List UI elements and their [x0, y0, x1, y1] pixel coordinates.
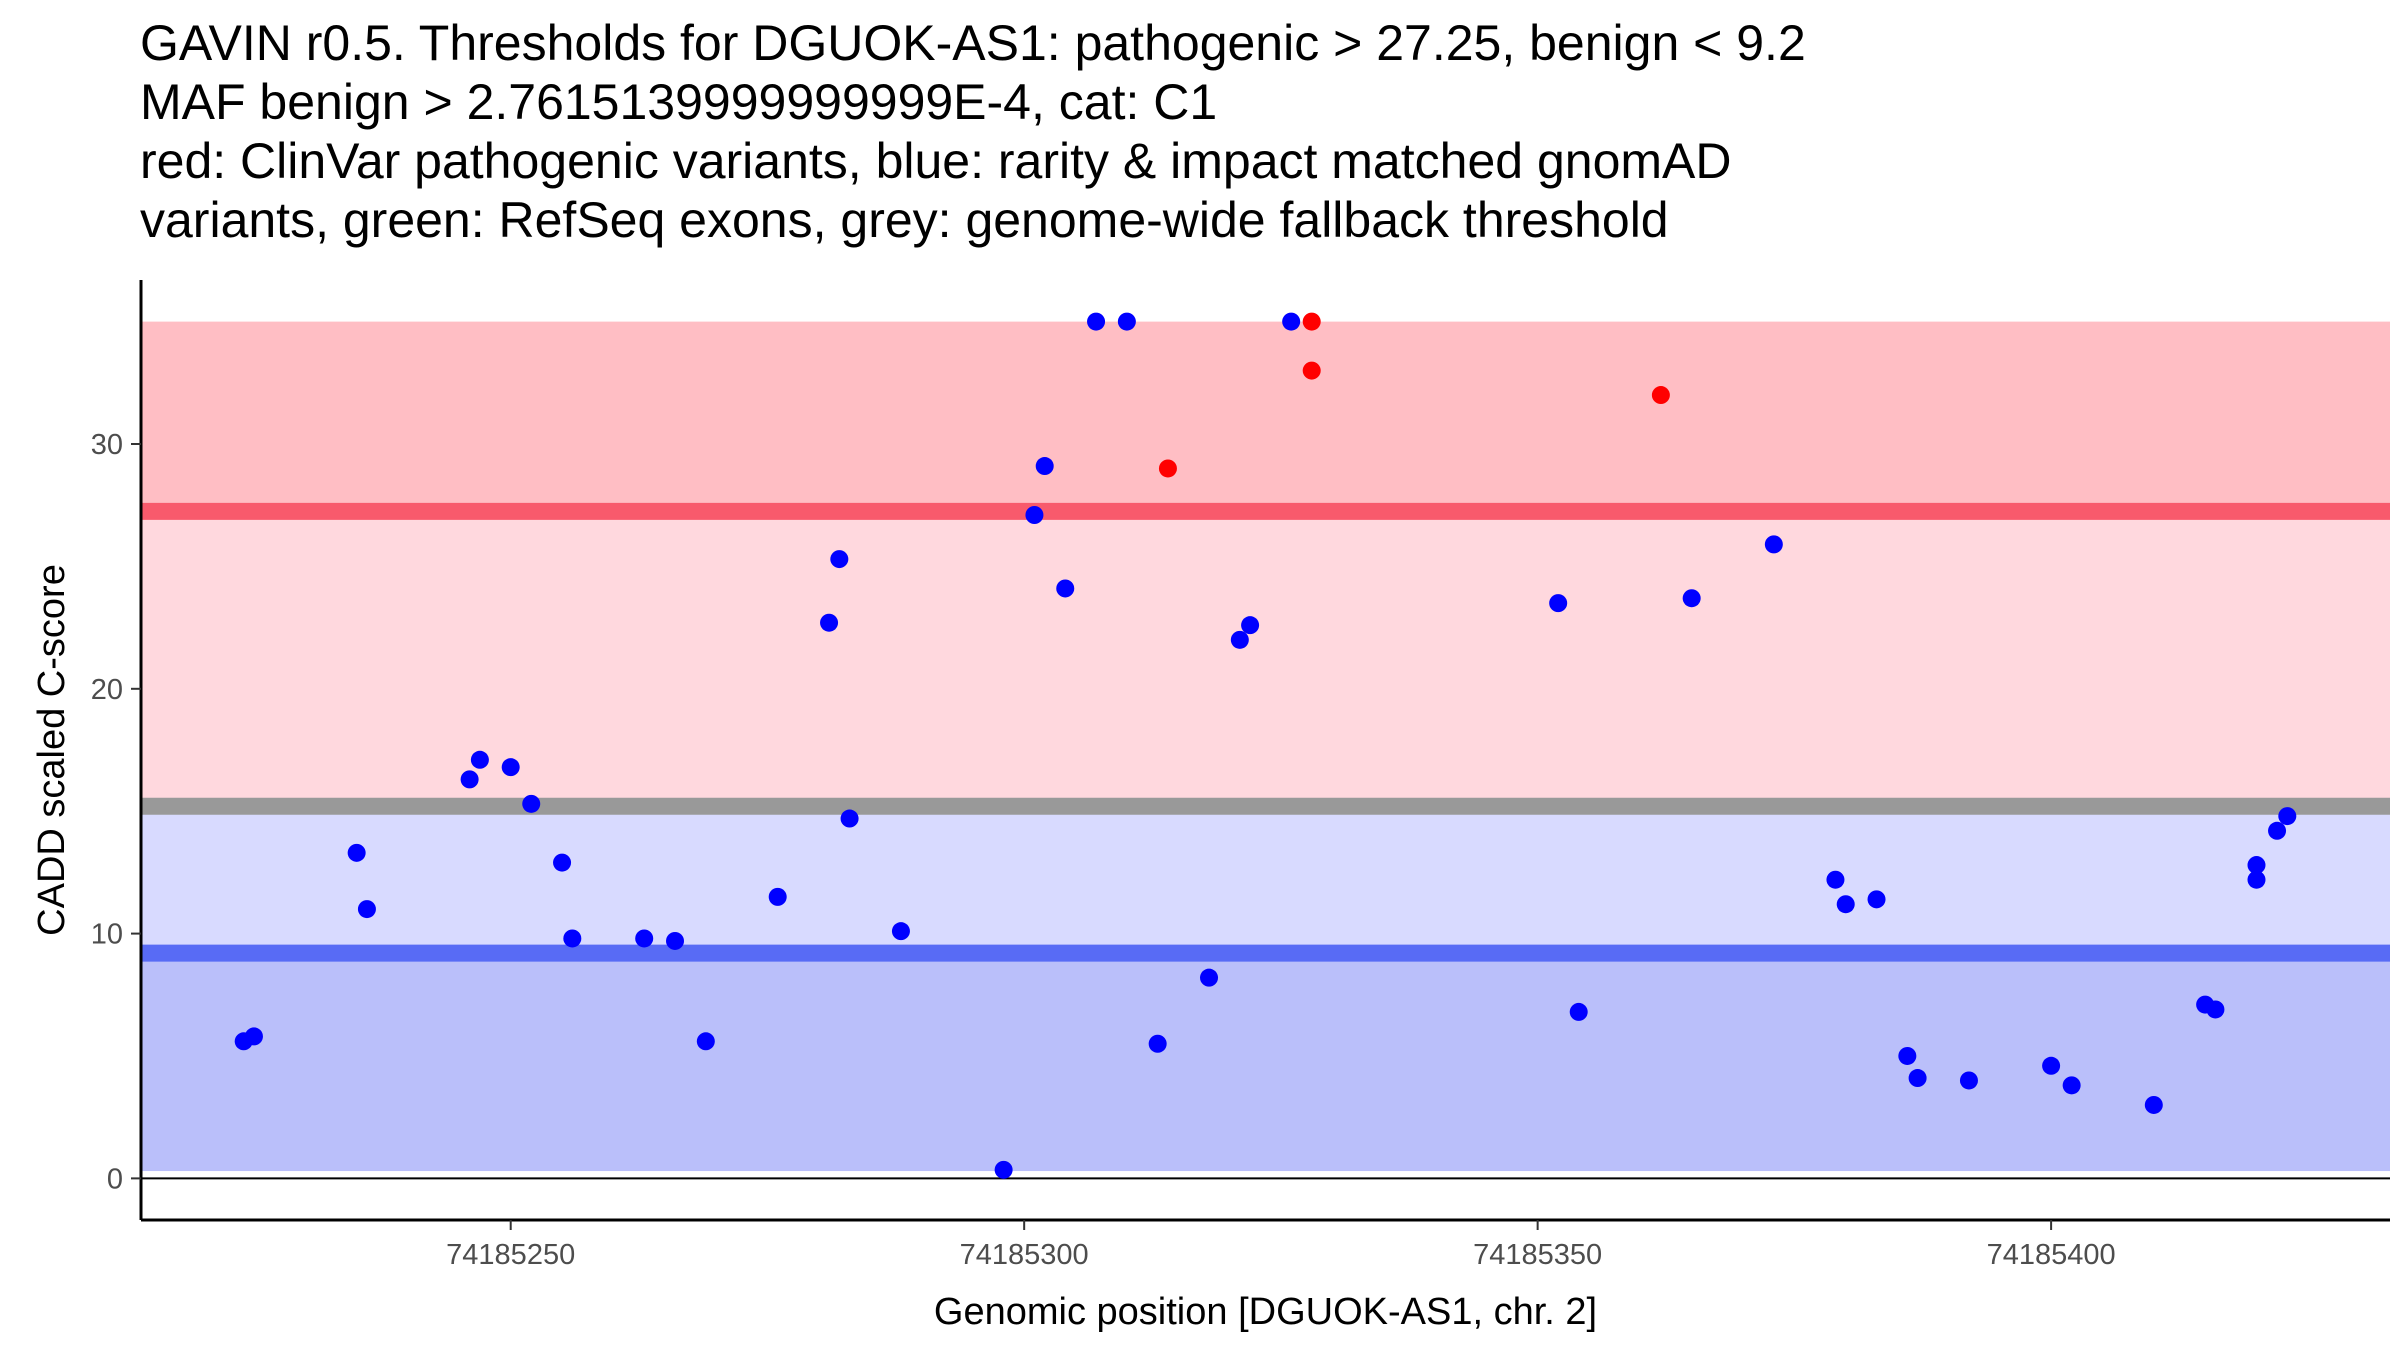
- gnomad-point-3: [357, 900, 376, 919]
- gnomad-point-23: [1117, 312, 1136, 331]
- title-line-1: GAVIN r0.5. Thresholds for DGUOK-AS1: pa…: [140, 15, 1806, 71]
- x-tick-label-0: 74185250: [446, 1239, 575, 1271]
- gnomad-point-8: [553, 853, 572, 872]
- gnomad-point-46: [2268, 821, 2287, 840]
- gnomad-point-9: [563, 929, 582, 948]
- threshold-bands: [141, 321, 2390, 1172]
- gnomad-point-2: [347, 843, 366, 862]
- chart-title: GAVIN r0.5. Thresholds for DGUOK-AS1: pa…: [140, 14, 2340, 250]
- y-axis-title: CADD scaled C-score: [31, 564, 73, 936]
- middle-upper-band: [141, 511, 2390, 807]
- gnomad-point-10: [635, 929, 654, 948]
- x-tick-label-2: 74185350: [1473, 1239, 1602, 1271]
- gnomad-point-38: [1959, 1071, 1978, 1090]
- gnomad-point-25: [1200, 968, 1219, 987]
- title-line-2: MAF benign > 2.7615139999999999E-4, cat:…: [140, 74, 1218, 130]
- gnomad-point-6: [501, 758, 520, 777]
- clinvar-point-1: [1302, 312, 1321, 331]
- gnomad-point-13: [768, 887, 787, 906]
- gnomad-point-4: [460, 770, 479, 789]
- y-tick-label-2: 20: [91, 674, 123, 706]
- gnomad-point-5: [470, 750, 489, 769]
- gnomad-point-7: [522, 794, 541, 813]
- gnomad-point-14: [820, 613, 839, 632]
- gnomad-point-45: [2247, 870, 2266, 889]
- gnomad-point-1: [244, 1027, 263, 1046]
- gnomad-point-36: [1898, 1046, 1917, 1065]
- gnomad-point-16: [840, 809, 859, 828]
- gnomad-point-47: [2278, 807, 2297, 826]
- gnomad-point-44: [2247, 856, 2266, 875]
- middle-lower-band: [141, 806, 2390, 954]
- gnomad-point-22: [1087, 312, 1106, 331]
- gnomad-point-33: [1826, 870, 1845, 889]
- gnomad-point-18: [994, 1160, 1013, 1179]
- benign-band: [141, 953, 2390, 1172]
- x-tick-label-3: 74185400: [1987, 1239, 2116, 1271]
- gnomad-point-40: [2062, 1076, 2081, 1095]
- gnomad-point-34: [1836, 895, 1855, 914]
- gnomad-point-15: [830, 550, 849, 569]
- title-line-3: red: ClinVar pathogenic variants, blue: …: [140, 133, 1732, 189]
- gnomad-point-28: [1282, 312, 1301, 331]
- gnomad-point-41: [2144, 1095, 2163, 1114]
- gnomad-point-20: [1035, 457, 1054, 476]
- x-axis-title: Genomic position [DGUOK-AS1, chr. 2]: [934, 1291, 1597, 1333]
- gnomad-point-32: [1764, 535, 1783, 554]
- gnomad-point-37: [1908, 1069, 1927, 1088]
- data-points: [234, 312, 2297, 1179]
- gnomad-point-21: [1056, 579, 1075, 598]
- pathogenic-band: [141, 321, 2390, 512]
- gnomad-point-19: [1025, 506, 1044, 524]
- gnomad-point-35: [1867, 890, 1886, 909]
- y-tick-label-3: 30: [91, 429, 123, 461]
- gnomad-point-31: [1682, 589, 1701, 608]
- gnomad-point-39: [2042, 1056, 2061, 1075]
- clinvar-point-0: [1158, 459, 1177, 478]
- title-line-4: variants, green: RefSeq exons, grey: gen…: [140, 192, 1669, 248]
- gnomad-point-24: [1148, 1034, 1167, 1053]
- clinvar-point-2: [1302, 361, 1321, 380]
- gnomad-point-12: [696, 1032, 715, 1051]
- clinvar-point-3: [1651, 386, 1670, 405]
- gnomad-point-30: [1569, 1002, 1588, 1021]
- threshold-lines: [141, 502, 2390, 1180]
- y-tick-label-1: 10: [91, 919, 123, 951]
- axes: 0 10 20 30 74185250 74185300 74185350 74185400: [91, 280, 2390, 1271]
- gnomad-point-17: [891, 922, 910, 941]
- x-tick-label-1: 74185300: [960, 1239, 1089, 1271]
- gnomad-point-29: [1549, 594, 1568, 613]
- gnomad-point-26: [1230, 630, 1249, 649]
- gnomad-point-27: [1241, 616, 1260, 635]
- gnomad-point-11: [666, 931, 685, 950]
- gnomad-point-43: [2206, 1000, 2225, 1019]
- y-tick-label-0: 0: [107, 1163, 123, 1195]
